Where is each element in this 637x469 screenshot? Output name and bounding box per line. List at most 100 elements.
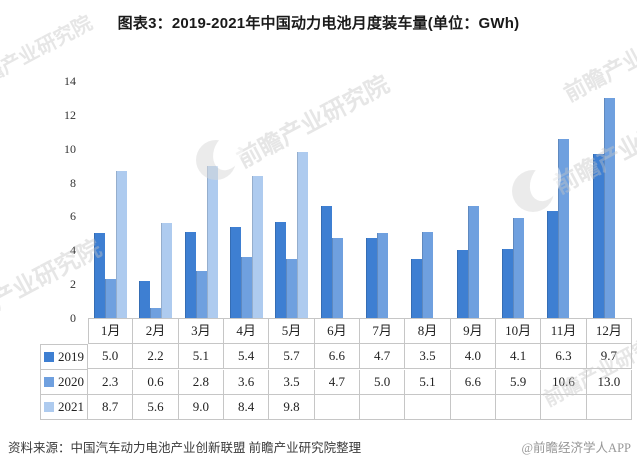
bar-2020-1月 — [105, 279, 117, 318]
credit-watermark: @前瞻经济学人APP — [521, 441, 631, 455]
value-cell-2021: 5.6 — [133, 395, 179, 420]
value-cell-2019: 9.7 — [586, 344, 632, 369]
bar-slot — [161, 223, 173, 318]
month-header-cell: 10月 — [495, 318, 542, 344]
month-header-cell: 11月 — [541, 318, 587, 344]
bar-slot — [331, 238, 343, 318]
value-cell-2019: 5.1 — [178, 344, 224, 369]
value-cell-2020: 6.6 — [450, 370, 496, 395]
bar-2020-11月 — [558, 138, 570, 318]
legend-marker-2019 — [44, 352, 54, 362]
bar-2020-6月 — [331, 238, 343, 318]
legend-marker-2020 — [44, 377, 54, 387]
value-cell-2020: 5.1 — [405, 370, 451, 395]
value-cell-2020: 5.0 — [359, 370, 406, 395]
bar-2021-5月 — [297, 152, 309, 318]
bar-slot — [195, 270, 207, 318]
bar-2021-3月 — [206, 165, 218, 318]
bar-2019-2月 — [139, 280, 151, 318]
bar-2019-9月 — [456, 250, 468, 318]
value-cell-2020: 3.5 — [269, 370, 315, 395]
bar-2021-4月 — [252, 175, 264, 318]
bar-2019-12月 — [592, 153, 604, 318]
value-cell-2019: 4.1 — [495, 344, 542, 369]
value-cell-2021 — [450, 395, 496, 420]
bar-2019-10月 — [502, 248, 514, 318]
bar-slot — [467, 206, 479, 318]
value-cell-2020: 2.8 — [178, 370, 224, 395]
series-label-cell: 2019 — [40, 344, 88, 370]
month-header-cell: 3月 — [178, 318, 224, 344]
bar-group-11月 — [541, 75, 586, 318]
bar-group-10月 — [496, 75, 541, 318]
month-header-cell: 9月 — [450, 318, 496, 344]
month-header-cell: 6月 — [314, 318, 360, 344]
bar-slot — [513, 218, 525, 318]
value-cell-2020: 3.6 — [223, 370, 270, 395]
y-tick-label: 0 — [70, 311, 76, 325]
bar-slot — [230, 226, 242, 318]
bar-slot — [116, 170, 128, 318]
value-cell-2019: 4.7 — [359, 344, 406, 369]
y-tick-label: 4 — [70, 243, 76, 258]
value-cell-2020: 10.6 — [541, 370, 587, 395]
bar-2020-10月 — [513, 218, 525, 318]
bar-slot — [105, 279, 117, 318]
bar-group-2月 — [133, 75, 178, 318]
chart-title: 图表3：2019-2021年中国动力电池月度装车量(单位：GWh) — [117, 15, 520, 32]
value-cell-2021: 9.0 — [178, 395, 224, 420]
value-cell-2021 — [541, 395, 587, 420]
bar-slot — [558, 138, 570, 318]
bar-slot — [241, 257, 253, 318]
value-cell-2019: 4.0 — [450, 344, 496, 369]
series-label-cell: 2021 — [40, 395, 88, 420]
month-header-cell: 12月 — [586, 318, 632, 344]
value-cell-2020: 5.9 — [495, 370, 542, 395]
legend-marker-2021 — [44, 402, 54, 412]
value-cell-2021 — [314, 395, 360, 420]
value-cell-2019: 6.6 — [314, 344, 360, 369]
bar-2021-2月 — [161, 223, 173, 318]
bar-2019-6月 — [320, 206, 332, 318]
value-cell-2019: 2.2 — [133, 344, 179, 369]
bar-group-7月 — [360, 75, 405, 318]
month-header-cell: 8月 — [405, 318, 451, 344]
bar-2019-11月 — [547, 211, 559, 318]
bar-slot — [286, 258, 298, 318]
data-table: 1月 2月 3月 4月 5月 6月 7月 8月 9月 10月 11月 12月 2019 5.0 2.2 5.1… — [40, 318, 632, 420]
bar-group-9月 — [451, 75, 496, 318]
bar-group-5月 — [269, 75, 314, 318]
bar-2019-5月 — [275, 221, 287, 318]
bar-group-8月 — [405, 75, 450, 318]
bar-slot — [592, 153, 604, 318]
bar-slot — [184, 231, 196, 318]
bar-group-6月 — [315, 75, 360, 318]
bar-2019-3月 — [184, 231, 196, 318]
bar-slot — [297, 152, 309, 318]
bar-slot — [139, 280, 151, 318]
series-label-cell: 2020 — [40, 370, 88, 395]
value-cell-2021 — [495, 395, 542, 420]
value-cell-2021 — [405, 395, 451, 420]
bar-slot — [456, 250, 468, 318]
bar-group-3月 — [179, 75, 224, 318]
month-header-cell: 5月 — [269, 318, 315, 344]
bar-slot — [94, 233, 106, 318]
bar-slot — [603, 97, 615, 318]
series-name: 2021 — [58, 399, 84, 414]
bar-group-1月 — [88, 75, 133, 318]
bar-slot — [252, 175, 264, 318]
value-cell-2019: 3.5 — [405, 344, 451, 369]
bar-group-12月 — [587, 75, 632, 318]
bar-slot — [547, 211, 559, 318]
value-cell-2021: 8.4 — [223, 395, 270, 420]
value-cell-2021: 9.8 — [269, 395, 315, 420]
y-tick-label: 8 — [70, 175, 76, 190]
value-cell-2019: 5.4 — [223, 344, 270, 369]
value-cell-2019: 5.7 — [269, 344, 315, 369]
series-name: 2020 — [58, 374, 84, 389]
bar-slot — [366, 238, 378, 318]
bar-2020-2月 — [150, 307, 162, 318]
bar-2020-5月 — [286, 258, 298, 318]
